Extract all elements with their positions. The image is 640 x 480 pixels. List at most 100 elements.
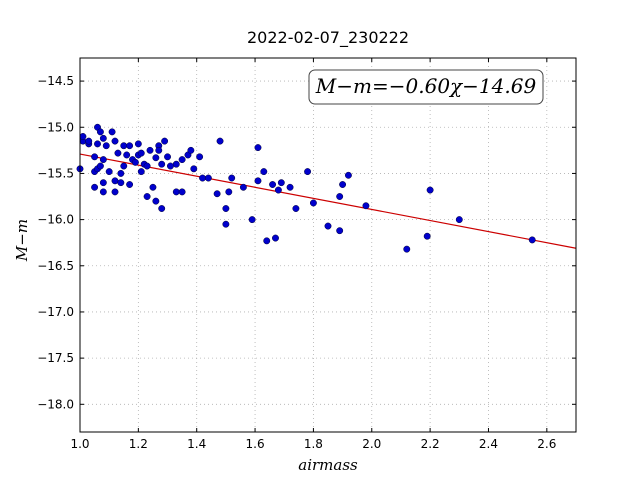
data-point <box>248 216 256 224</box>
data-point <box>164 153 171 161</box>
data-point <box>123 151 131 159</box>
y-tick-label: −16.5 <box>37 259 74 273</box>
fit-equation: M−m=−0.60χ−14.69 <box>315 74 537 98</box>
data-point <box>277 179 285 187</box>
plot-frame <box>79 57 577 433</box>
data-point <box>143 162 151 170</box>
y-tick-label: −16.0 <box>37 213 74 227</box>
data-point <box>172 160 180 168</box>
data-point <box>91 153 99 161</box>
data-point <box>99 179 107 187</box>
data-point <box>158 160 166 168</box>
data-point <box>117 169 125 177</box>
data-point <box>102 142 110 150</box>
data-point <box>426 186 434 194</box>
x-tick-label: 2.6 <box>537 437 556 451</box>
data-point <box>134 140 142 148</box>
data-point <box>85 137 93 145</box>
data-point <box>286 183 294 191</box>
data-point <box>152 197 160 205</box>
data-point <box>239 183 247 191</box>
data-point <box>143 193 151 200</box>
data-point <box>111 188 119 196</box>
data-point <box>96 128 104 136</box>
data-point <box>126 142 134 150</box>
data-point <box>152 154 160 162</box>
data-point <box>455 216 463 224</box>
data-point <box>178 156 186 164</box>
data-point <box>292 205 300 212</box>
fit-line <box>79 153 577 249</box>
data-point <box>187 146 195 154</box>
equation-box-frame <box>308 69 544 105</box>
data-point <box>155 146 163 154</box>
data-point <box>254 177 262 185</box>
x-tick-label: 2.2 <box>421 437 440 451</box>
data-point <box>126 181 134 188</box>
data-point <box>254 144 262 152</box>
data-point <box>172 188 180 196</box>
data-point <box>269 181 277 188</box>
grid <box>79 58 576 432</box>
y-tick-label: −17.0 <box>37 305 74 319</box>
data-point <box>137 168 145 176</box>
x-tick-label: 1.6 <box>246 437 265 451</box>
data-point <box>260 168 268 176</box>
data-point <box>94 140 101 148</box>
data-point <box>272 234 279 242</box>
data-point <box>362 202 370 210</box>
fit-line-layer <box>79 153 577 249</box>
x-tick-label: 2.0 <box>362 437 381 451</box>
data-point <box>309 199 317 207</box>
data-point <box>190 165 198 173</box>
fit-equation-box: M−m=−0.60χ−14.69 <box>308 69 544 105</box>
data-points <box>76 123 536 253</box>
y-tick-label: −17.5 <box>37 351 74 365</box>
data-point <box>108 128 116 136</box>
data-point <box>131 158 139 166</box>
data-point <box>222 205 230 212</box>
data-point <box>336 227 344 235</box>
data-point <box>274 186 282 194</box>
y-tick-label: −15.5 <box>37 166 74 180</box>
data-point <box>204 174 212 182</box>
data-point <box>99 134 107 142</box>
x-tick-label: 2.4 <box>479 437 498 451</box>
data-point <box>117 179 125 187</box>
data-point <box>178 188 186 196</box>
data-point <box>99 188 107 196</box>
chart-title: 2022-02-07_230222 <box>247 28 409 48</box>
data-point <box>228 174 236 182</box>
x-tick-label: 1.0 <box>70 437 89 451</box>
data-point <box>336 193 344 200</box>
data-point <box>158 205 166 212</box>
axis-ticks: 1.0 1.2 1.4 1.6 1.8 2.0 2.2 2.4 2.6 −14.5 −15.0 −15… <box>37 58 576 451</box>
data-point <box>161 137 169 145</box>
data-point <box>324 222 332 230</box>
data-point <box>222 220 230 228</box>
data-point <box>120 142 128 150</box>
data-point <box>344 171 352 179</box>
x-tick-label: 1.2 <box>129 437 148 451</box>
x-tick-label: 1.4 <box>187 437 206 451</box>
data-point <box>79 133 87 140</box>
data-point <box>96 162 104 170</box>
data-point <box>105 168 113 176</box>
y-tick-label: −18.0 <box>37 397 74 411</box>
data-point <box>423 232 431 240</box>
y-tick-label: −15.0 <box>37 120 74 134</box>
y-tick-label: −14.5 <box>37 74 74 88</box>
data-point <box>403 245 411 253</box>
x-axis-label: airmass <box>298 456 358 474</box>
data-point <box>120 162 128 170</box>
data-point <box>304 168 312 176</box>
data-point <box>137 149 145 157</box>
data-point <box>114 149 122 157</box>
data-point <box>146 146 154 154</box>
data-point <box>99 156 107 164</box>
y-axis-label: M−m <box>13 219 31 262</box>
data-point <box>196 153 204 161</box>
x-tick-label: 1.8 <box>304 437 323 451</box>
data-point <box>225 188 233 196</box>
data-point <box>111 177 119 185</box>
